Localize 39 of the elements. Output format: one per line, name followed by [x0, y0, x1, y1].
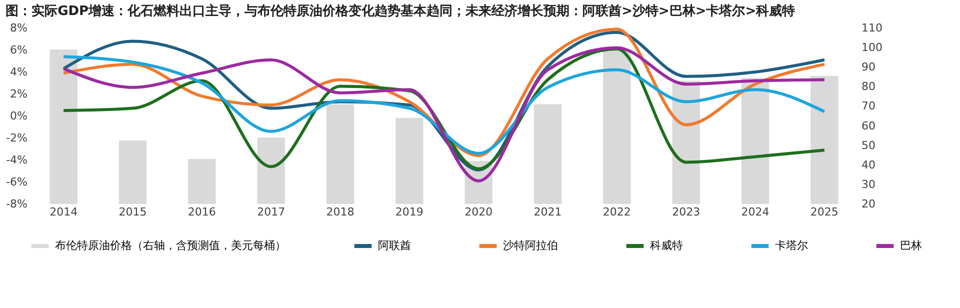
x-tick-label: 2023 [672, 206, 700, 218]
x-tick-label: 2025 [810, 206, 838, 218]
y-tick-label: -2% [6, 132, 28, 144]
y2-tick-label: 20 [862, 198, 876, 210]
y2-tick-label: 60 [862, 119, 876, 132]
legend-label: 巴林 [900, 239, 922, 252]
x-tick-label: 2021 [534, 206, 562, 218]
chart-title: 图：实际GDP增速：化石燃料出口主导，与布伦特原油价格变化趋势基本趋同；未来经济增长预期：阿联酋>沙特>巴林>卡塔尔>科威特 [6, 3, 796, 19]
legend-label: 阿联酋 [378, 239, 411, 252]
y2-tick-label: 80 [862, 80, 876, 94]
y-tick-label: -8% [6, 198, 28, 210]
y2-tick-label: 70 [862, 100, 876, 113]
legend-label: 沙特阿拉伯 [503, 239, 558, 252]
y2-tick-label: 110 [862, 22, 882, 34]
x-tick-label: 2024 [741, 206, 770, 218]
line-series [62, 55, 826, 155]
x-tick-label: 2015 [118, 206, 147, 218]
legend-label: 科威特 [650, 239, 683, 252]
x-tick-label: 2019 [395, 206, 424, 218]
y2-tick-label: 50 [862, 138, 876, 152]
y2-tick-label: 40 [862, 158, 876, 172]
x-tick-label: 2018 [326, 206, 354, 218]
y-tick-label: 6% [10, 44, 28, 56]
y-tick-label: -6% [6, 176, 28, 188]
x-tick-label: 2017 [257, 206, 286, 218]
y-tick-label: -4% [6, 154, 28, 166]
x-tick-label: 2020 [464, 206, 493, 218]
y-tick-label: 0% [10, 110, 28, 122]
y-tick-label: 8% [10, 22, 28, 34]
legend-label: 布伦特原油价格（右轴，含预测值，美元每桶） [55, 239, 286, 252]
y-tick-label: 2% [10, 88, 28, 100]
x-tick-label: 2016 [188, 206, 216, 218]
x-tick-label: 2022 [602, 206, 631, 218]
y2-tick-label: 30 [862, 178, 876, 191]
y-tick-label: 4% [10, 66, 28, 78]
x-tick-label: 2014 [50, 206, 78, 218]
y2-tick-label: 90 [862, 60, 876, 74]
y2-tick-label: 100 [862, 41, 882, 54]
legend-label: 卡塔尔 [775, 239, 808, 252]
